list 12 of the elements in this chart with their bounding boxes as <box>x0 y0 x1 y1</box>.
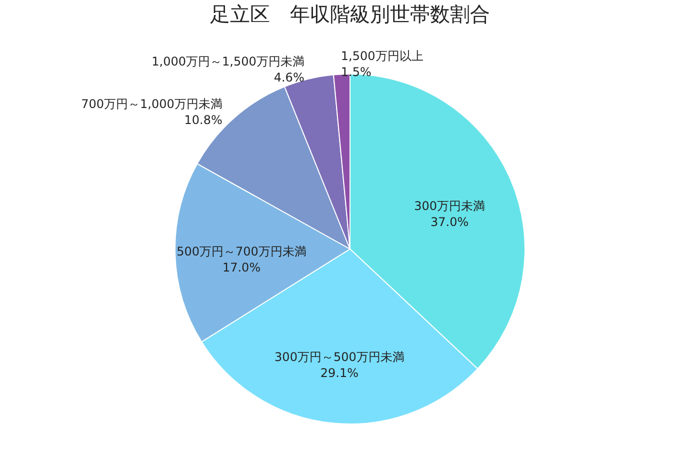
slice-label: 300万円～500万円未満 <box>274 350 404 364</box>
data-label: 4.6% <box>274 70 304 84</box>
slice-label: 1,000万円～1,500万円未満 <box>152 54 304 68</box>
chart-title: 足立区 年収階級別世帯数割合 <box>210 2 490 26</box>
data-label: 17.0% <box>222 260 261 275</box>
slice-label: 500万円～700万円未満 <box>176 244 306 259</box>
data-label: 37.0% <box>430 214 469 229</box>
data-label: 29.1% <box>320 366 359 380</box>
slice-label: 1,500万円以上 <box>340 49 424 64</box>
slice-label: 700万円～1,000万円未満 <box>81 97 222 112</box>
data-label: 10.8% <box>184 113 222 128</box>
slice-label: 300万円未満 <box>414 198 486 213</box>
